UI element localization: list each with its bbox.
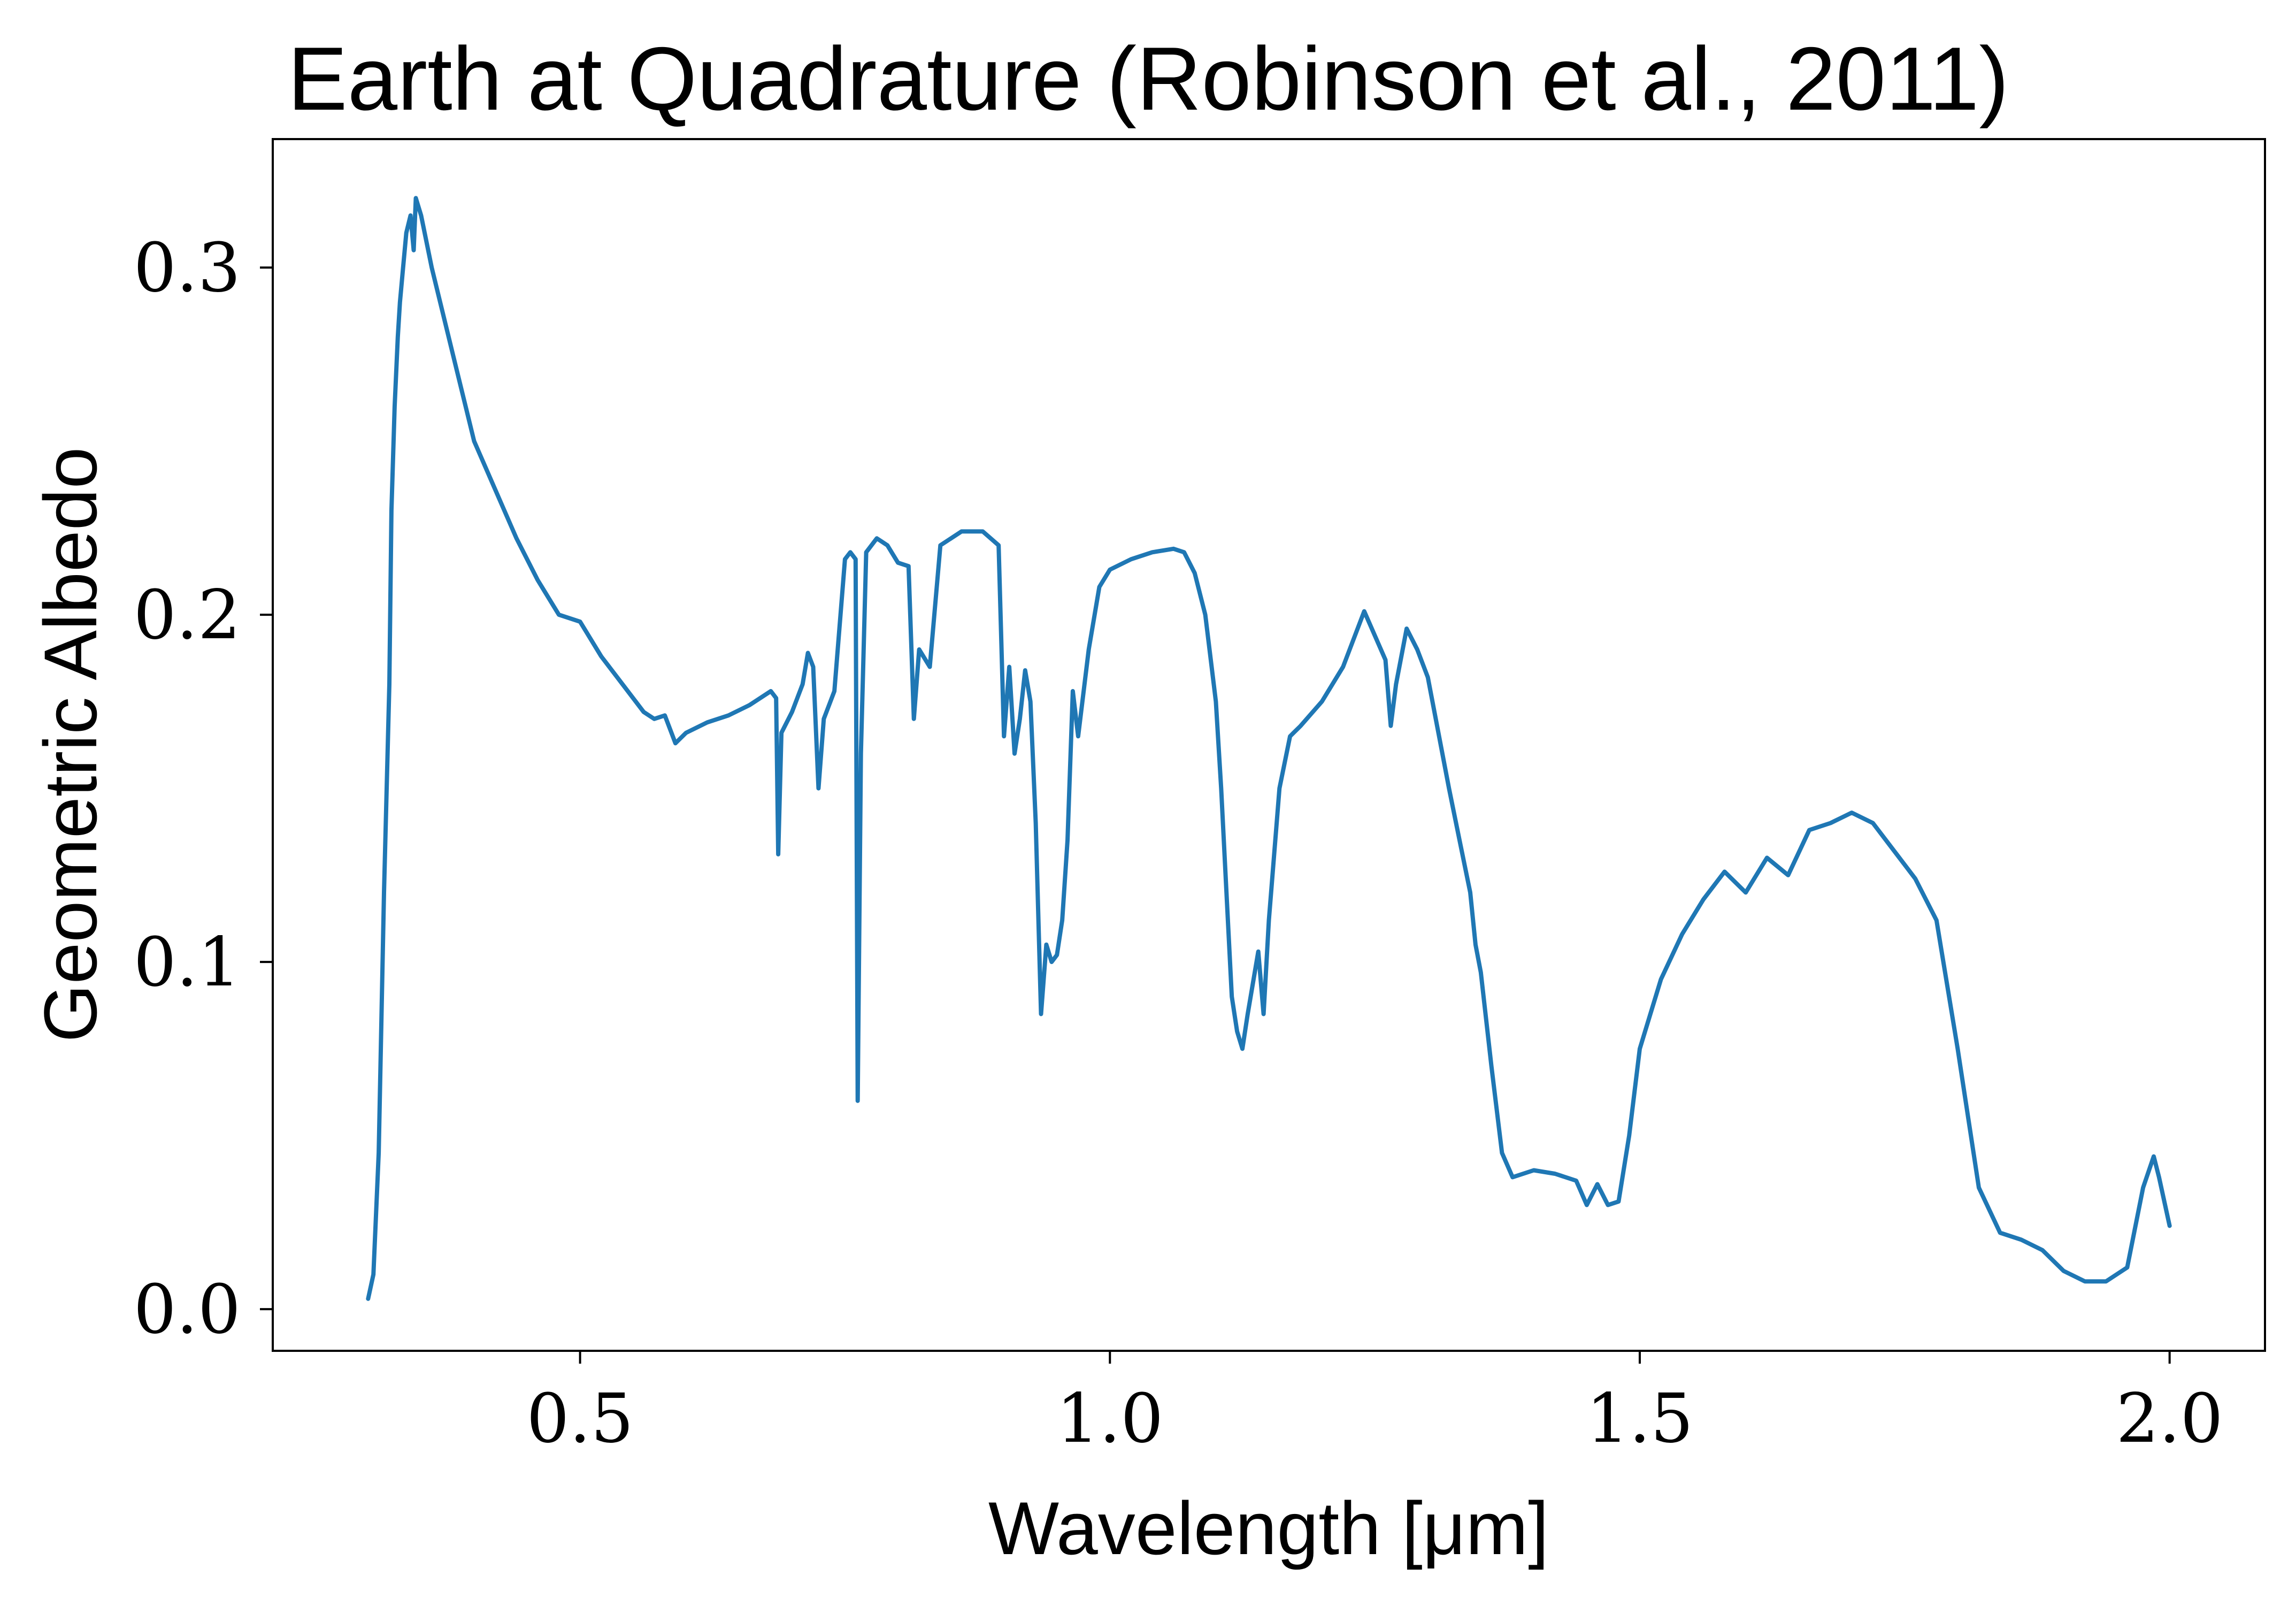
y-axis-label: Geometric Albedo bbox=[28, 447, 112, 1043]
x-tick-label: 1.0 bbox=[1056, 1379, 1163, 1458]
albedo-series-line bbox=[366, 196, 2172, 1301]
chart-title: Earth at Quadrature (Robinson et al., 20… bbox=[288, 28, 2009, 129]
y-axis-ticks: 0.0 0.1 0.2 0.3 bbox=[134, 228, 273, 1349]
y-tick-label: 0.3 bbox=[134, 228, 241, 307]
x-axis-ticks: 0.5 1.0 1.5 2.0 bbox=[526, 1351, 2223, 1458]
y-tick-label: 0.0 bbox=[134, 1270, 241, 1349]
y-tick-label: 0.2 bbox=[134, 576, 241, 654]
x-tick-label: 2.0 bbox=[2116, 1379, 2223, 1458]
y-tick-label: 0.1 bbox=[134, 923, 241, 1001]
x-tick-label: 1.5 bbox=[1586, 1379, 1693, 1458]
x-axis-label: Wavelength [μm] bbox=[988, 1486, 1549, 1570]
plot-frame bbox=[272, 138, 2266, 1352]
x-tick-label: 0.5 bbox=[526, 1379, 633, 1458]
